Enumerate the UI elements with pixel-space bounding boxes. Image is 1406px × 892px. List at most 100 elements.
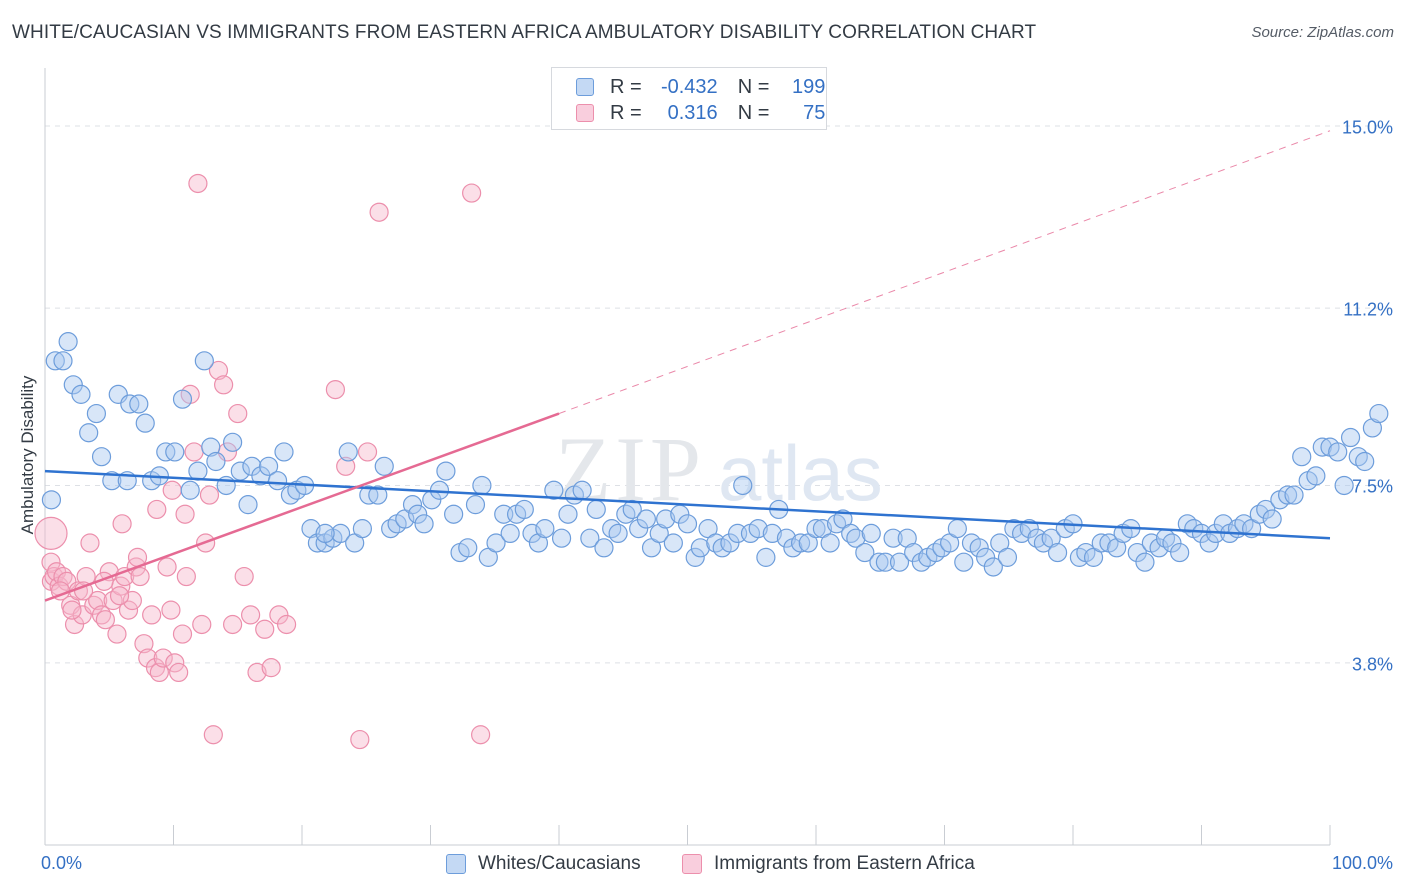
legend-swatch-pink — [576, 104, 594, 122]
whites-point-90 — [677, 514, 698, 534]
whites-point-52 — [408, 504, 428, 524]
immigrants-point-44 — [199, 485, 220, 505]
whites-point-182 — [1334, 475, 1354, 496]
immigrants-point-0 — [41, 552, 61, 572]
legend-n-value-immigrants: 75 — [803, 101, 826, 124]
whites-point-21 — [188, 461, 208, 481]
y-tick-label-1: 7.5% — [1351, 476, 1393, 497]
whites-point-67 — [514, 499, 534, 520]
immigrants-point-34 — [161, 600, 181, 620]
whites-point-41 — [330, 523, 351, 544]
immigrants-point-29 — [142, 605, 162, 625]
bottom-legend-label-immigrants: Immigrants from Eastern Africa — [714, 853, 975, 874]
whites-point-60 — [465, 495, 486, 515]
whites-point-20 — [180, 480, 200, 500]
whites-point-82 — [622, 499, 642, 520]
whites-point-76 — [580, 528, 600, 548]
whites-point-162 — [1191, 523, 1212, 544]
whites-point-142 — [1047, 542, 1068, 563]
legend-n-label: N = — [737, 75, 770, 98]
whites-point-121 — [897, 528, 917, 548]
whites-point-83 — [629, 519, 649, 539]
whites-point-6 — [79, 423, 99, 443]
whites-point-37 — [301, 519, 321, 539]
immigrants-point-63 — [462, 183, 482, 203]
whites-point-42 — [338, 442, 358, 462]
legend-swatch-blue — [576, 78, 594, 96]
whites-point-148 — [1091, 533, 1111, 553]
whites-point-108 — [806, 519, 826, 539]
watermark-atlas: atlas — [718, 429, 883, 517]
x-tick-label-min: 0.0% — [41, 853, 83, 873]
legend-r-value-whites: -0.432 — [660, 75, 718, 98]
legend-n-value-whites: 199 — [792, 75, 826, 98]
whites-point-183 — [1340, 427, 1361, 448]
whites-point-92 — [690, 538, 710, 558]
y-axis-label: Ambulatory Disability — [18, 375, 37, 535]
whites-point-38 — [307, 533, 328, 553]
immigrants-point-1 — [34, 516, 68, 551]
whites-point-33 — [274, 442, 294, 462]
whites-point-102 — [762, 523, 782, 544]
whites-point-0 — [41, 490, 62, 510]
bottom-legend-whites: Whites/Caucasians — [446, 852, 641, 876]
whites-point-14 — [135, 413, 155, 433]
whites-point-1 — [45, 351, 65, 371]
whites-point-156 — [1149, 538, 1169, 558]
whites-point-185 — [1355, 451, 1375, 472]
whites-point-179 — [1312, 437, 1332, 457]
y-tick-label-2: 11.2% — [1343, 299, 1393, 320]
whites-point-23 — [201, 437, 221, 457]
whites-point-57 — [444, 504, 464, 524]
whites-point-84 — [636, 509, 656, 529]
immigrants-point-56 — [269, 605, 289, 625]
immigrants-point-23 — [118, 600, 139, 620]
whites-point-22 — [194, 351, 214, 371]
whites-point-133 — [983, 557, 1003, 577]
whites-point-153 — [1127, 542, 1147, 563]
legend-r-label: R = — [610, 101, 642, 124]
immigrants-point-54 — [255, 619, 275, 639]
whites-point-163 — [1199, 533, 1219, 553]
immigrants-point-57 — [276, 614, 297, 635]
x-tick-label-max: 100.0% — [1331, 853, 1393, 873]
whites-point-91 — [685, 547, 705, 567]
whites-point-51 — [402, 495, 423, 515]
whites-point-69 — [528, 533, 549, 553]
immigrants-point-15 — [88, 590, 108, 611]
whites-point-3 — [58, 332, 78, 352]
whites-point-115 — [855, 542, 875, 563]
whites-point-132 — [976, 547, 996, 567]
immigrants-point-47 — [214, 375, 234, 395]
legend-r-label: R = — [610, 75, 642, 98]
whites-point-114 — [846, 528, 866, 548]
immigrants-point-52 — [241, 605, 261, 625]
axes — [44, 68, 1331, 846]
whites-point-68 — [522, 523, 542, 544]
whites-point-98 — [733, 475, 753, 496]
immigrants-point-37 — [172, 624, 193, 644]
whites-point-77 — [586, 499, 606, 520]
immigrants-point-50 — [228, 403, 248, 424]
immigrants-point-41 — [188, 173, 208, 194]
chart-title: WHITE/CAUCASIAN VS IMMIGRANTS FROM EASTE… — [12, 22, 1037, 43]
whites-point-13 — [129, 394, 149, 414]
immigrants-point-65 — [112, 514, 132, 534]
immigrants-point-13 — [80, 533, 100, 553]
whites-point-9 — [102, 471, 122, 491]
whites-point-47 — [374, 456, 394, 476]
whites-point-73 — [558, 504, 578, 524]
whites-point-116 — [861, 523, 881, 544]
whites-point-187 — [1369, 403, 1389, 424]
whites-point-44 — [352, 519, 372, 539]
immigrants-point-42 — [192, 614, 212, 635]
whites-point-158 — [1162, 533, 1182, 553]
whites-point-154 — [1135, 552, 1155, 572]
whites-point-188 — [315, 523, 335, 544]
source-attribution: Source: ZipAtlas.com — [1251, 24, 1394, 41]
immigrants-point-55 — [261, 658, 281, 678]
whites-point-101 — [756, 547, 776, 567]
y-tick-label-0: 3.8% — [1351, 654, 1393, 675]
immigrants-point-68 — [162, 480, 182, 500]
